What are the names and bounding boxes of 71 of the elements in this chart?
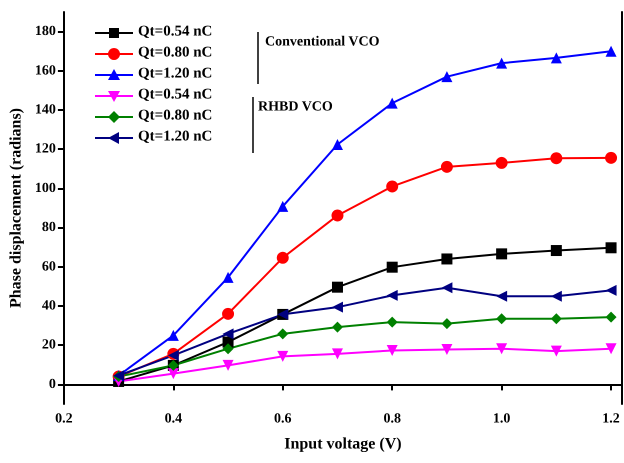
point [606, 46, 617, 57]
point [331, 209, 344, 222]
point [550, 245, 562, 256]
point [386, 262, 398, 273]
point [276, 252, 289, 264]
x-tick-label: 1.0 [492, 412, 510, 426]
y-axis-title: Phase displacement (radians) [8, 108, 24, 308]
legend-label: Qt=0.80 nC [138, 108, 212, 124]
y-tick-label: 0 [48, 376, 56, 392]
annotation: Conventional VCO [265, 34, 380, 50]
y-tick-label: 120 [34, 142, 56, 157]
point [386, 180, 398, 192]
legend-label: Qt=1.20 nC [138, 128, 212, 144]
x-tick-label: 0.2 [55, 412, 73, 426]
x-tick-label: 0.6 [274, 412, 292, 426]
point [222, 343, 234, 354]
point [496, 290, 508, 302]
point [277, 350, 288, 362]
legend-label: Qt=0.80 nC [138, 44, 212, 60]
point [496, 58, 508, 69]
x-tick-label: 0.4 [164, 412, 182, 426]
point [168, 330, 179, 341]
y-tick-label: 100 [34, 180, 56, 196]
point [550, 152, 562, 164]
y-tick-label: 20 [42, 338, 56, 353]
point [332, 302, 343, 313]
point [440, 160, 453, 173]
point [550, 52, 562, 64]
point [441, 282, 452, 294]
point [606, 242, 617, 254]
point [277, 328, 288, 340]
point [386, 98, 398, 109]
annotation: RHBD VCO [258, 100, 333, 114]
point [441, 253, 452, 264]
point [277, 200, 288, 212]
point [386, 344, 398, 356]
point [496, 343, 508, 354]
point [550, 346, 562, 357]
point [386, 290, 398, 301]
point [550, 313, 562, 324]
point [496, 156, 508, 169]
point [332, 348, 343, 360]
x-tick-label: 1.2 [602, 412, 620, 426]
legend-label: Qt=0.54 nC [138, 24, 212, 40]
point [441, 71, 452, 82]
point [606, 312, 617, 323]
y-tick-label: 180 [34, 24, 56, 40]
point [441, 344, 452, 356]
point [441, 318, 452, 330]
y-tick-label: 60 [42, 259, 56, 274]
point [605, 152, 618, 164]
point [606, 284, 617, 296]
point [222, 308, 234, 320]
x-tick-label: 0.8 [383, 412, 401, 426]
y-tick-label: 40 [42, 298, 56, 314]
point [496, 313, 508, 324]
point [606, 343, 617, 354]
x-axis-title: Input voltage (V) [284, 436, 402, 452]
point [222, 328, 234, 340]
point [386, 316, 398, 328]
point [332, 322, 343, 333]
y-tick-label: 160 [34, 63, 56, 78]
y-tick-label: 140 [34, 102, 56, 118]
point [332, 282, 343, 293]
point [496, 248, 508, 260]
legend-label: Qt=1.20 nC [138, 66, 212, 82]
legend-label: Qt=0.54 nC [138, 86, 212, 102]
point [222, 360, 234, 371]
point [222, 272, 234, 283]
point [332, 138, 343, 150]
y-tick-label: 80 [42, 220, 56, 236]
